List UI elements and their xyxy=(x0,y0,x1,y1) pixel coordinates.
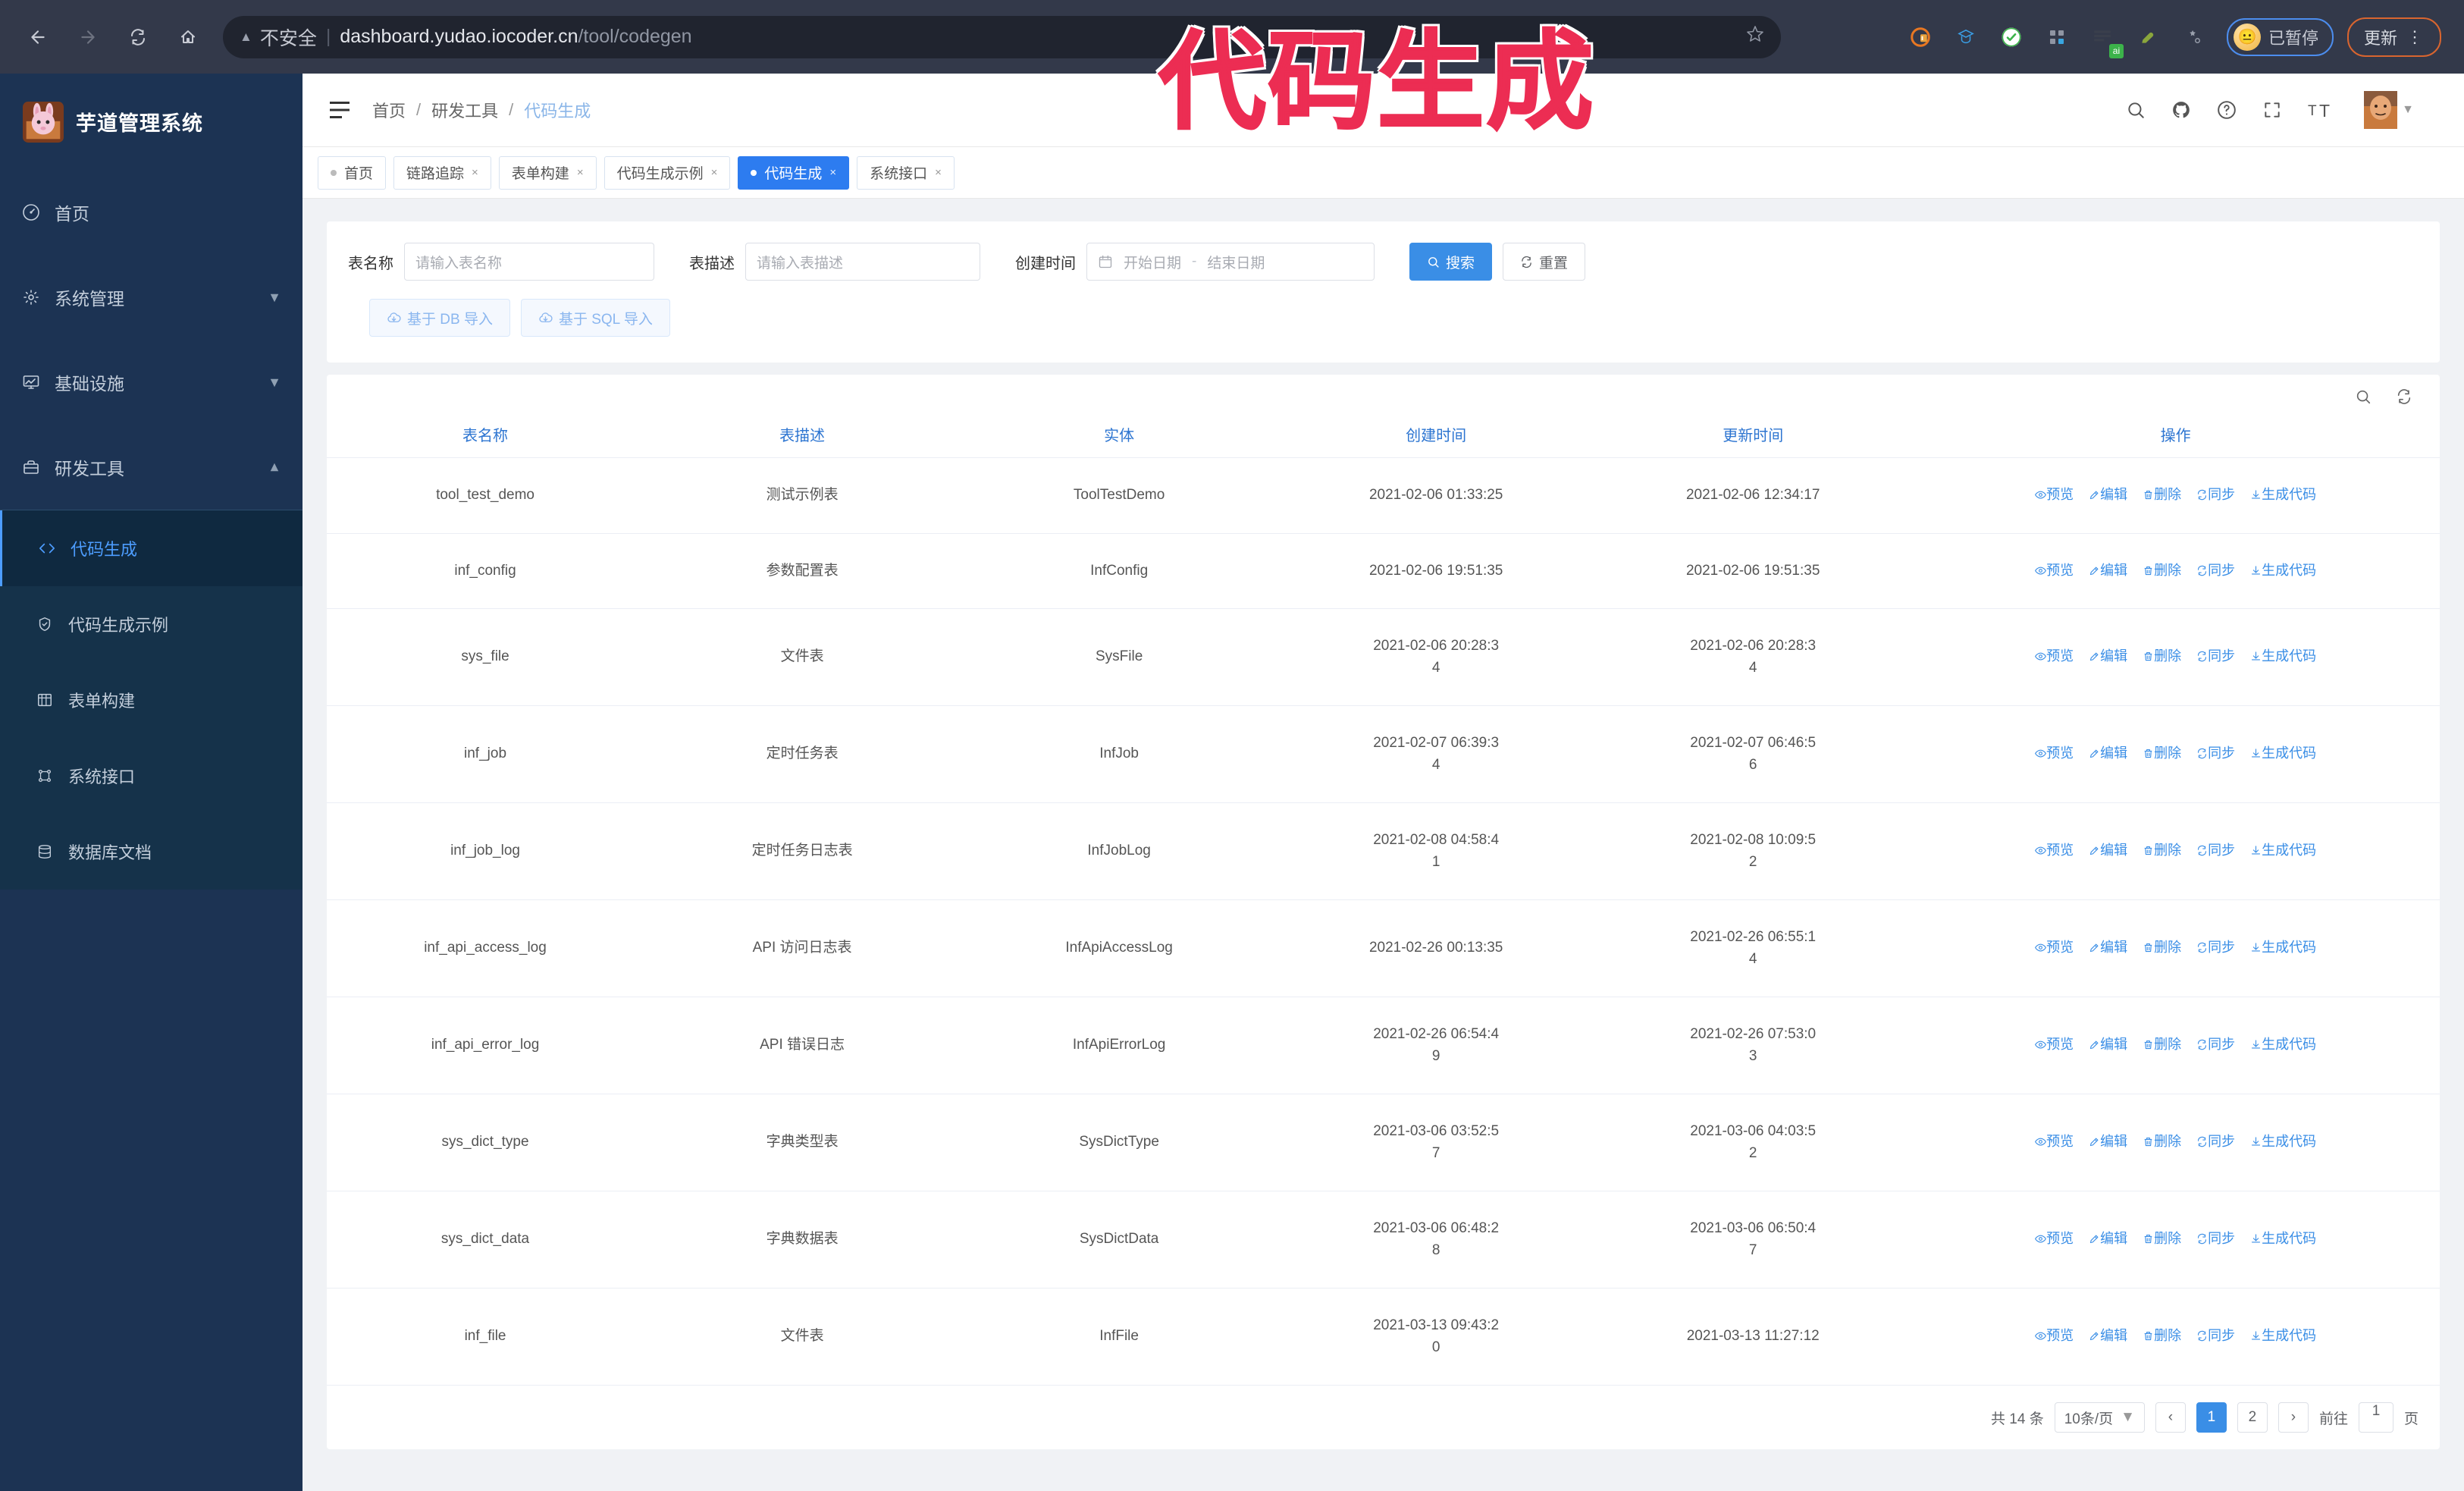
svg-text:T: T xyxy=(2308,103,2317,119)
svg-text:T: T xyxy=(2319,101,2330,120)
